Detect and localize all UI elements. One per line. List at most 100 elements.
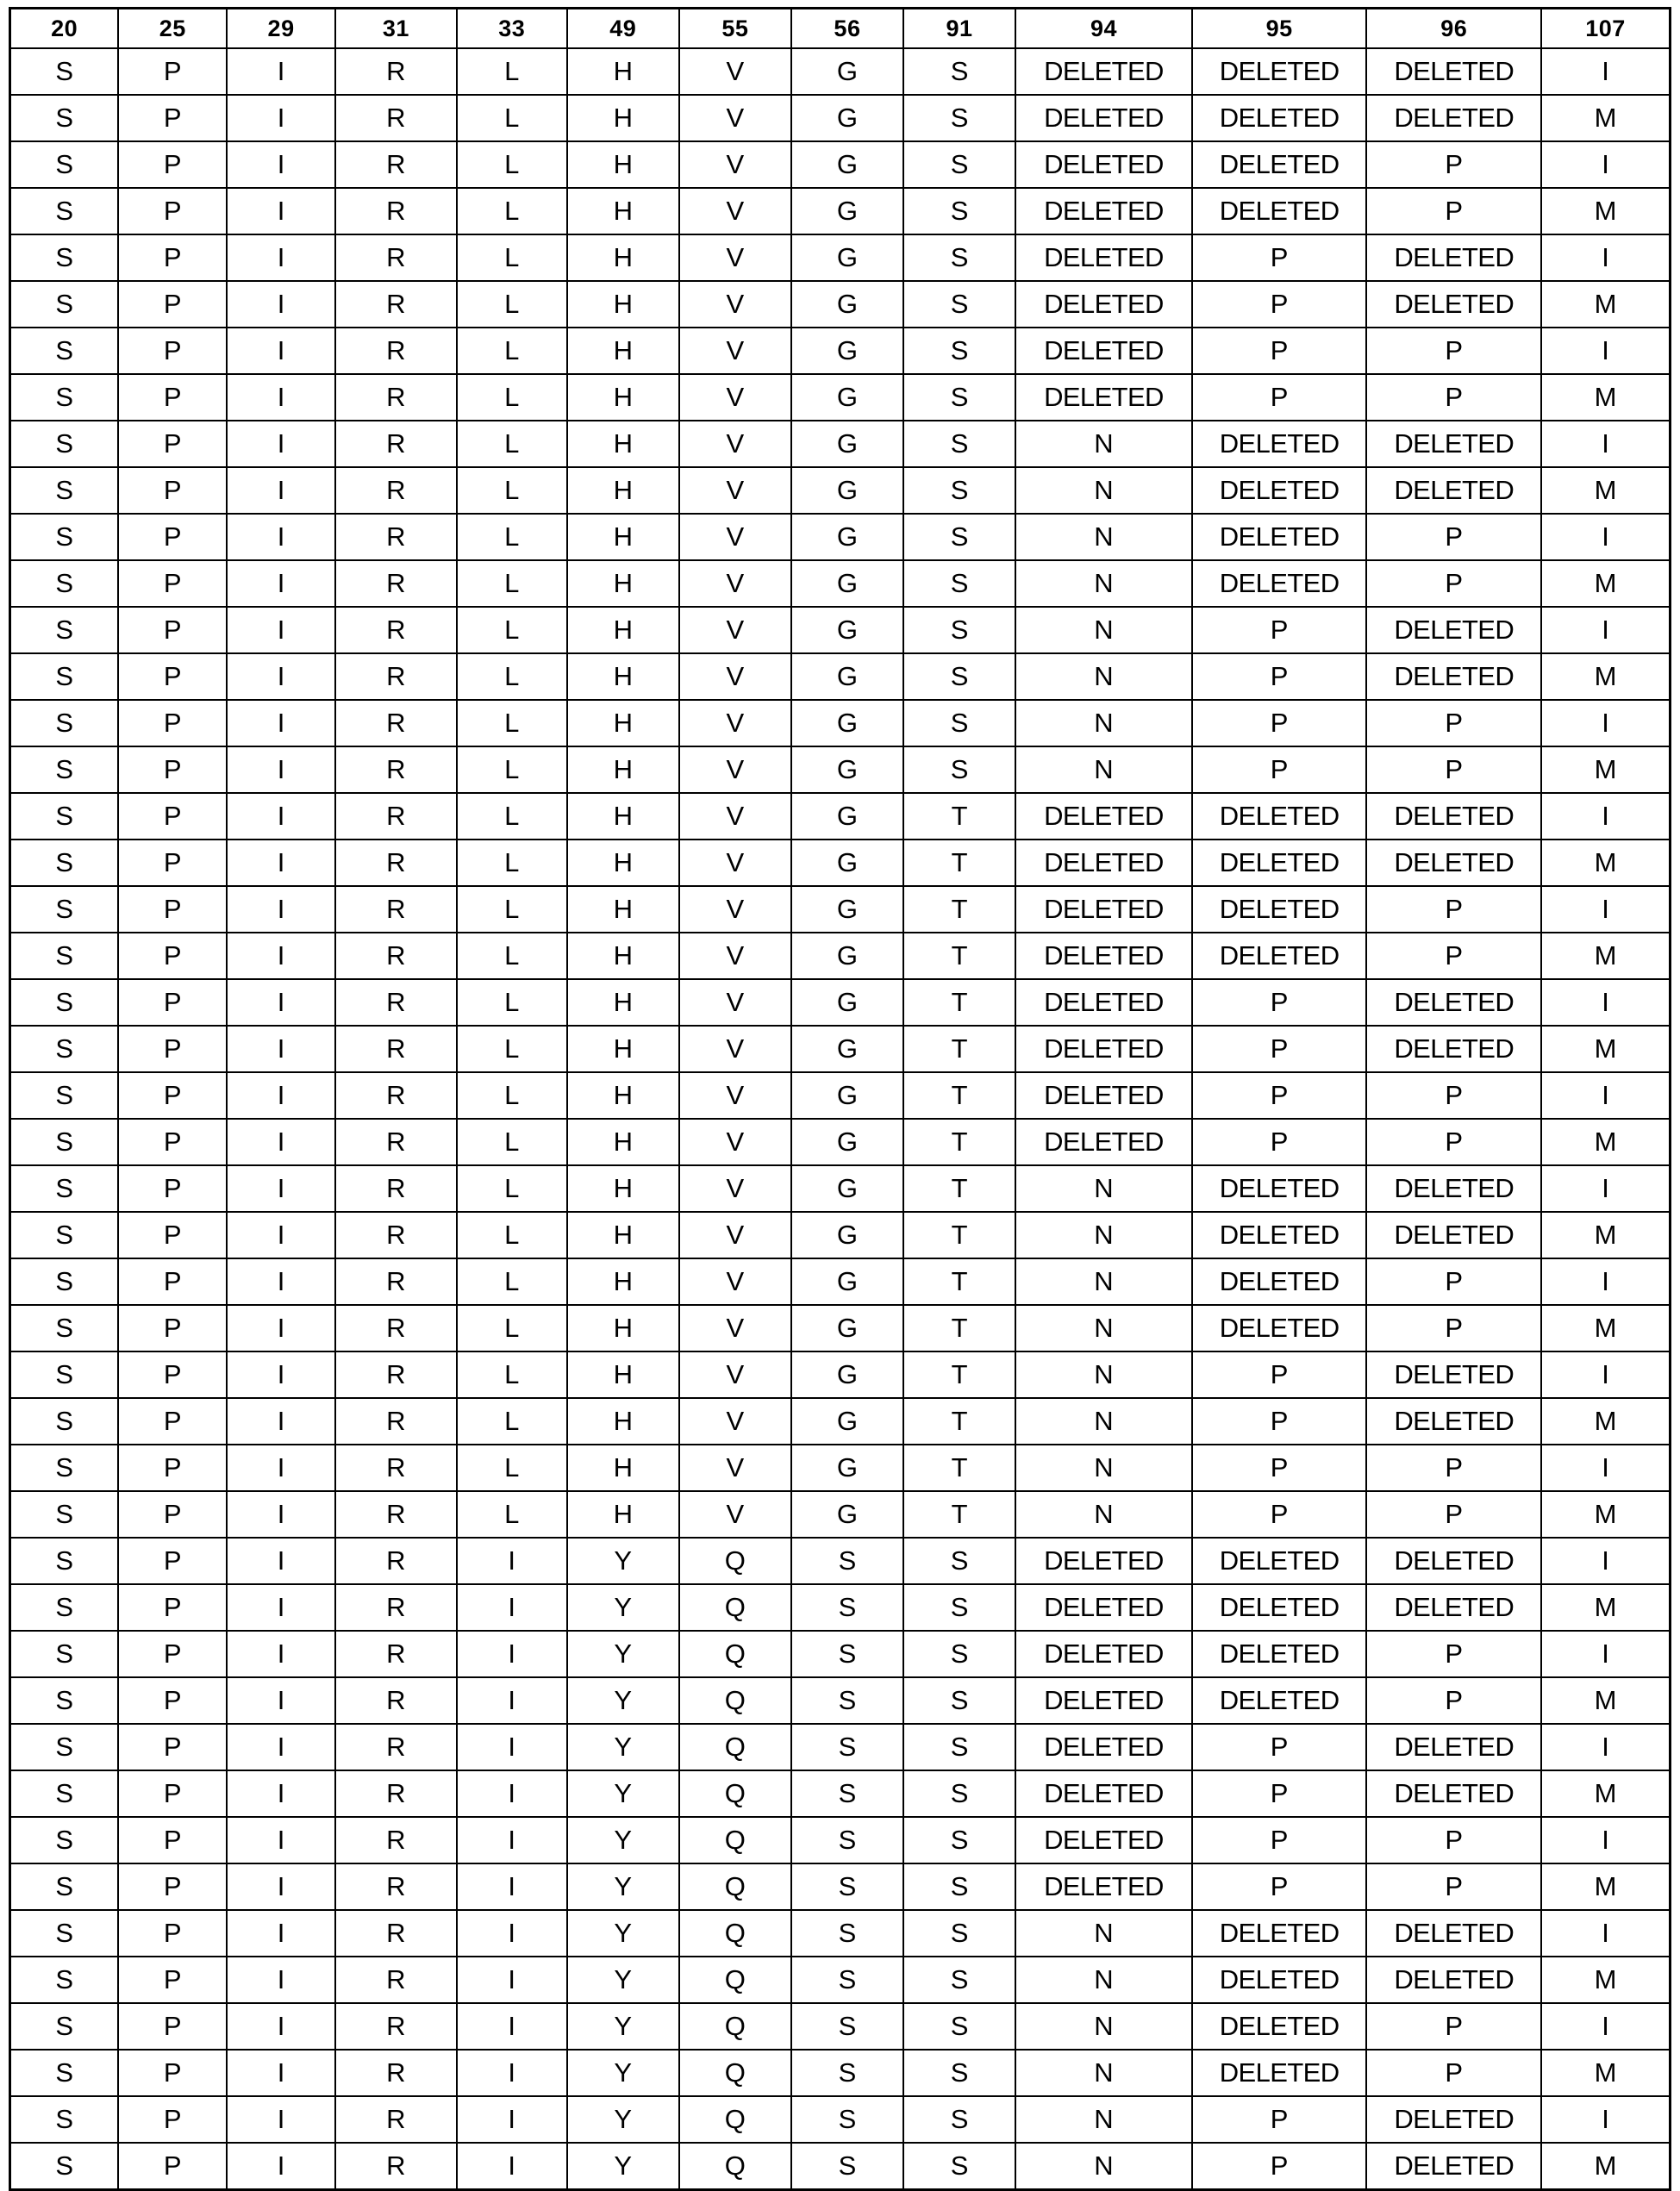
cell-94: DELETED	[1015, 1026, 1192, 1072]
cell-55: V	[679, 1258, 791, 1305]
cell-49: Y	[567, 2003, 679, 2050]
cell-20: S	[10, 1770, 119, 1817]
cell-91: T	[903, 1445, 1015, 1491]
column-header-91: 91	[903, 9, 1015, 49]
cell-96: DELETED	[1366, 1724, 1541, 1770]
cell-20: S	[10, 1026, 119, 1072]
cell-91: T	[903, 793, 1015, 840]
table-row: SPIRLHVGTDELETEDDELETEDPI	[10, 886, 1671, 933]
cell-56: G	[791, 234, 903, 281]
table-row: SPIRLHVGTNDELETEDDELETEDM	[10, 1212, 1671, 1258]
cell-95: DELETED	[1192, 1538, 1367, 1584]
cell-20: S	[10, 1724, 119, 1770]
cell-29: I	[227, 188, 335, 234]
cell-31: R	[335, 793, 457, 840]
cell-20: S	[10, 1863, 119, 1910]
cell-96: P	[1366, 1631, 1541, 1677]
cell-55: V	[679, 514, 791, 560]
cell-96: P	[1366, 141, 1541, 188]
cell-55: Q	[679, 1817, 791, 1863]
sequence-variant-table: 202529313349555691949596107 SPIRLHVGSDEL…	[9, 7, 1671, 2191]
cell-96: DELETED	[1366, 979, 1541, 1026]
table-row: SPIRLHVGSDELETEDPDELETEDI	[10, 234, 1671, 281]
cell-107: I	[1541, 1724, 1670, 1770]
cell-107: M	[1541, 2050, 1670, 2096]
cell-33: L	[457, 1212, 567, 1258]
cell-91: S	[903, 1584, 1015, 1631]
cell-33: I	[457, 2143, 567, 2190]
cell-55: Q	[679, 1631, 791, 1677]
cell-94: N	[1015, 1398, 1192, 1445]
cell-91: S	[903, 2143, 1015, 2190]
cell-96: P	[1366, 886, 1541, 933]
cell-91: S	[903, 1724, 1015, 1770]
cell-31: R	[335, 281, 457, 328]
cell-56: G	[791, 700, 903, 746]
table-row: SPIRLHVGSNPPM	[10, 746, 1671, 793]
cell-29: I	[227, 1119, 335, 1165]
cell-25: P	[118, 1631, 227, 1677]
cell-31: R	[335, 1119, 457, 1165]
cell-96: P	[1366, 1677, 1541, 1724]
cell-94: N	[1015, 514, 1192, 560]
cell-20: S	[10, 700, 119, 746]
cell-56: G	[791, 1026, 903, 1072]
cell-25: P	[118, 2050, 227, 2096]
cell-107: I	[1541, 1910, 1670, 1957]
cell-31: R	[335, 2143, 457, 2190]
cell-25: P	[118, 1677, 227, 1724]
cell-95: DELETED	[1192, 840, 1367, 886]
table-row: SPIRLHVGSNPDELETEDI	[10, 607, 1671, 653]
cell-107: I	[1541, 1351, 1670, 1398]
cell-96: DELETED	[1366, 793, 1541, 840]
cell-55: Q	[679, 1538, 791, 1584]
cell-33: L	[457, 1072, 567, 1119]
table-row: SPIRIYQSSNPDELETEDM	[10, 2143, 1671, 2190]
cell-56: G	[791, 1491, 903, 1538]
table-row: SPIRIYQSSNDELETEDPM	[10, 2050, 1671, 2096]
cell-95: P	[1192, 1398, 1367, 1445]
cell-29: I	[227, 2050, 335, 2096]
cell-20: S	[10, 1445, 119, 1491]
cell-31: R	[335, 1026, 457, 1072]
cell-96: P	[1366, 746, 1541, 793]
cell-94: DELETED	[1015, 1817, 1192, 1863]
cell-49: Y	[567, 1957, 679, 2003]
cell-31: R	[335, 1165, 457, 1212]
cell-25: P	[118, 1212, 227, 1258]
cell-94: N	[1015, 2050, 1192, 2096]
cell-55: V	[679, 48, 791, 95]
cell-96: DELETED	[1366, 1584, 1541, 1631]
cell-33: I	[457, 1631, 567, 1677]
cell-29: I	[227, 1584, 335, 1631]
cell-56: G	[791, 979, 903, 1026]
cell-29: I	[227, 2096, 335, 2143]
cell-96: DELETED	[1366, 2143, 1541, 2190]
cell-29: I	[227, 979, 335, 1026]
cell-33: L	[457, 281, 567, 328]
cell-31: R	[335, 374, 457, 421]
cell-95: DELETED	[1192, 95, 1367, 141]
cell-95: P	[1192, 1863, 1367, 1910]
column-header-29: 29	[227, 9, 335, 49]
cell-31: R	[335, 188, 457, 234]
cell-91: S	[903, 1631, 1015, 1677]
cell-95: P	[1192, 281, 1367, 328]
cell-20: S	[10, 1584, 119, 1631]
table-row: SPIRLHVGSNDELETEDPM	[10, 560, 1671, 607]
cell-29: I	[227, 48, 335, 95]
cell-20: S	[10, 188, 119, 234]
cell-55: V	[679, 328, 791, 374]
table-row: SPIRLHVGTDELETEDPDELETEDI	[10, 979, 1671, 1026]
cell-91: S	[903, 1817, 1015, 1863]
cell-94: DELETED	[1015, 48, 1192, 95]
cell-107: M	[1541, 1212, 1670, 1258]
cell-29: I	[227, 1770, 335, 1817]
cell-94: N	[1015, 1910, 1192, 1957]
cell-96: DELETED	[1366, 1957, 1541, 2003]
cell-107: M	[1541, 1491, 1670, 1538]
cell-107: I	[1541, 514, 1670, 560]
cell-33: I	[457, 1957, 567, 2003]
cell-25: P	[118, 1072, 227, 1119]
table-row: SPIRLHVGSNDELETEDDELETEDI	[10, 421, 1671, 467]
